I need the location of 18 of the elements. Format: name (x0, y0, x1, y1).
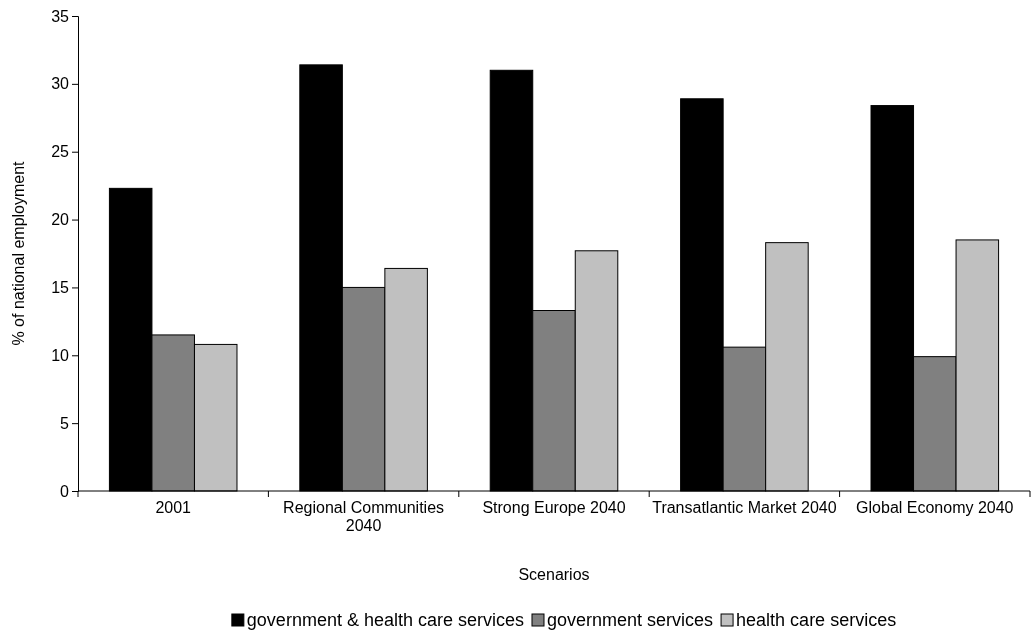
legend-label: government services (546, 610, 714, 630)
x-tick-label: Regional Communities 2040 (283, 499, 445, 535)
legend-label: health care services (736, 610, 897, 630)
y-tick-label: 35 (51, 7, 70, 25)
x-tick-label: Transatlantic Market 2040 (652, 499, 837, 516)
x-tick-label: 2001 (155, 499, 192, 516)
x-tick-label: Global Economy 2040 (856, 499, 1014, 516)
y-tick-label: 0 (60, 482, 70, 500)
y-tick-label: 5 (60, 414, 70, 432)
x-axis-title: Scenarios (518, 566, 590, 583)
y-tick-label: 15 (51, 279, 70, 297)
y-tick-label: 30 (51, 75, 70, 93)
x-tick-label: Strong Europe 2040 (482, 499, 626, 516)
y-axis-title: % of national employment (10, 160, 27, 346)
y-tick-label: 20 (51, 211, 70, 229)
y-tick-label: 25 (51, 143, 70, 161)
y-tick-label: 10 (51, 346, 70, 364)
legend-label: government & health care services (246, 610, 524, 630)
